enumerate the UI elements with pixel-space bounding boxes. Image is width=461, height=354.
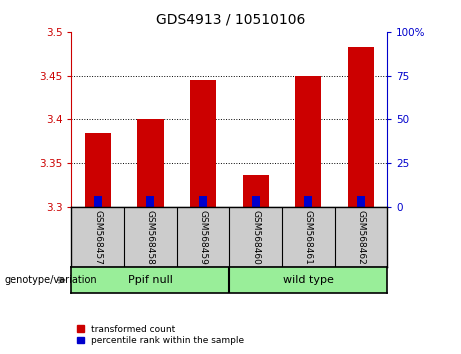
- Text: GSM568457: GSM568457: [93, 210, 102, 265]
- Text: GSM568459: GSM568459: [199, 210, 207, 265]
- Text: Ppif null: Ppif null: [128, 275, 173, 285]
- Text: GSM568460: GSM568460: [251, 210, 260, 265]
- Bar: [252, 196, 260, 207]
- Bar: [295, 76, 321, 207]
- Bar: [199, 196, 207, 207]
- Bar: [348, 47, 374, 207]
- Text: GSM568461: GSM568461: [304, 210, 313, 265]
- Text: GSM568458: GSM568458: [146, 210, 155, 265]
- Bar: [85, 133, 111, 207]
- Text: wild type: wild type: [283, 275, 334, 285]
- Bar: [94, 196, 102, 207]
- Text: GSM568462: GSM568462: [356, 210, 366, 265]
- Text: genotype/variation: genotype/variation: [5, 275, 97, 285]
- Bar: [190, 80, 216, 207]
- Bar: [304, 196, 312, 207]
- Legend: transformed count, percentile rank within the sample: transformed count, percentile rank withi…: [76, 324, 245, 346]
- Bar: [147, 196, 154, 207]
- Bar: [242, 175, 269, 207]
- Bar: [137, 120, 164, 207]
- Text: GDS4913 / 10510106: GDS4913 / 10510106: [156, 12, 305, 27]
- Bar: [357, 196, 365, 207]
